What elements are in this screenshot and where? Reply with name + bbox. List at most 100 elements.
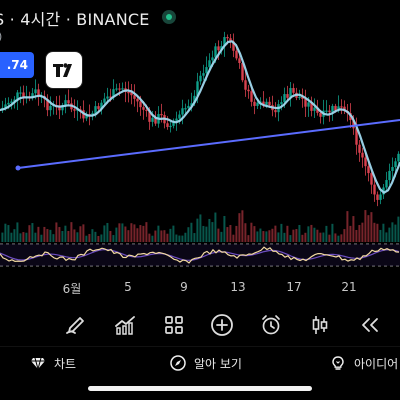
candle-body (244, 80, 247, 90)
volume-bar (103, 225, 106, 242)
candle-body (172, 120, 175, 126)
nav-item-ideas[interactable]: 아이디어 (330, 351, 398, 375)
volume-bar (214, 212, 217, 242)
volume-bar (370, 212, 373, 242)
candle-body (280, 102, 283, 105)
candle-body (142, 107, 145, 110)
candle-body (286, 94, 289, 98)
candle-body (397, 153, 400, 162)
volume-bar (394, 224, 397, 242)
candle-body (250, 91, 253, 102)
volume-bar (13, 229, 16, 242)
indicator-button[interactable] (108, 308, 142, 342)
candle-body (376, 194, 379, 200)
volume-bar (145, 222, 148, 242)
candle-body (13, 99, 16, 102)
candle-body (211, 57, 214, 61)
home-indicator (88, 386, 312, 391)
add-button[interactable] (205, 308, 239, 342)
candle-body (391, 167, 394, 171)
candle-body (235, 50, 238, 59)
oscillator-slow-line (0, 248, 400, 261)
candle-body (148, 110, 151, 122)
volume-bar (256, 231, 259, 242)
candle-body (130, 92, 133, 96)
volume-bar (142, 225, 145, 242)
volume-bar (205, 226, 208, 242)
candle-body (202, 73, 205, 76)
volume-bar (211, 222, 214, 242)
candle-body (103, 98, 106, 103)
volume-bar (289, 235, 292, 242)
volume-bar (52, 234, 55, 242)
volume-bar (1, 232, 4, 242)
volume-bar (19, 233, 22, 242)
candle-body (136, 98, 139, 102)
candle-body (127, 92, 130, 94)
candle-body (373, 184, 376, 195)
volume-bar (40, 234, 43, 242)
volume-bar (106, 222, 109, 242)
candle-body (22, 92, 25, 98)
candle-icon (312, 316, 328, 334)
volume-bar (25, 232, 28, 242)
volume-bar (187, 227, 190, 242)
nav-ideas-label: 아이디어 (354, 356, 399, 371)
volume-bar (166, 233, 169, 242)
candle-body (385, 180, 388, 188)
nav-item-chart[interactable]: 차트 (30, 351, 76, 375)
diamond-icon (31, 357, 45, 371)
lightbulb-icon (332, 356, 344, 370)
tradingview-logo-icon[interactable] (46, 52, 82, 88)
candle-body (67, 100, 70, 104)
candle-body (217, 46, 220, 51)
x-axis-label: 6월 (62, 282, 82, 296)
candle-body (193, 95, 196, 104)
volume-bar (361, 222, 364, 242)
volume-bar (193, 233, 196, 242)
volume-bar (307, 226, 310, 242)
volume-bar (304, 232, 307, 242)
trendline[interactable] (17, 119, 400, 169)
rewind-icon (362, 318, 378, 332)
candle-body (7, 102, 10, 105)
candle-body (265, 101, 268, 105)
volume-bar (172, 225, 175, 242)
layout-grid-button[interactable] (157, 308, 191, 342)
nav-item-explore[interactable]: 알아 보기 (170, 351, 242, 375)
candle-body (214, 46, 217, 58)
volume-bar (16, 222, 19, 242)
volume-bar (109, 230, 112, 242)
volume-bar (157, 225, 160, 242)
rewind-button[interactable] (353, 308, 387, 342)
volume-bar (343, 229, 346, 242)
alarm-button[interactable] (254, 308, 288, 342)
candle-style-button[interactable] (303, 308, 337, 342)
volume-bar (151, 235, 154, 242)
trendline-anchor[interactable] (15, 165, 21, 171)
compass-icon (170, 355, 186, 371)
candles-layer (1, 31, 400, 207)
candle-body (283, 94, 286, 103)
volume-bar (88, 233, 91, 242)
volume-bar (133, 224, 136, 242)
candle-body (355, 128, 358, 145)
volume-bar (373, 222, 376, 242)
volume-bar (388, 227, 391, 242)
volume-bar (325, 225, 328, 242)
volume-bar (310, 224, 313, 242)
draw-pen-button[interactable] (58, 308, 92, 342)
volume-bar (184, 232, 187, 242)
candle-body (379, 194, 382, 200)
candle-body (298, 96, 301, 99)
moving-average-line (0, 40, 400, 194)
chart-area[interactable] (0, 0, 400, 300)
symbol-title[interactable]: S · 4시간 · BINANCE (0, 10, 150, 29)
bottom-nav: 차트 알아 보기 아이디어 (0, 346, 400, 377)
volume-bar (322, 232, 325, 242)
candle-body (37, 89, 40, 97)
volume-bar (250, 222, 253, 242)
volume-bar (4, 223, 7, 242)
candle-body (226, 37, 229, 39)
chart-canvas[interactable] (0, 0, 400, 300)
